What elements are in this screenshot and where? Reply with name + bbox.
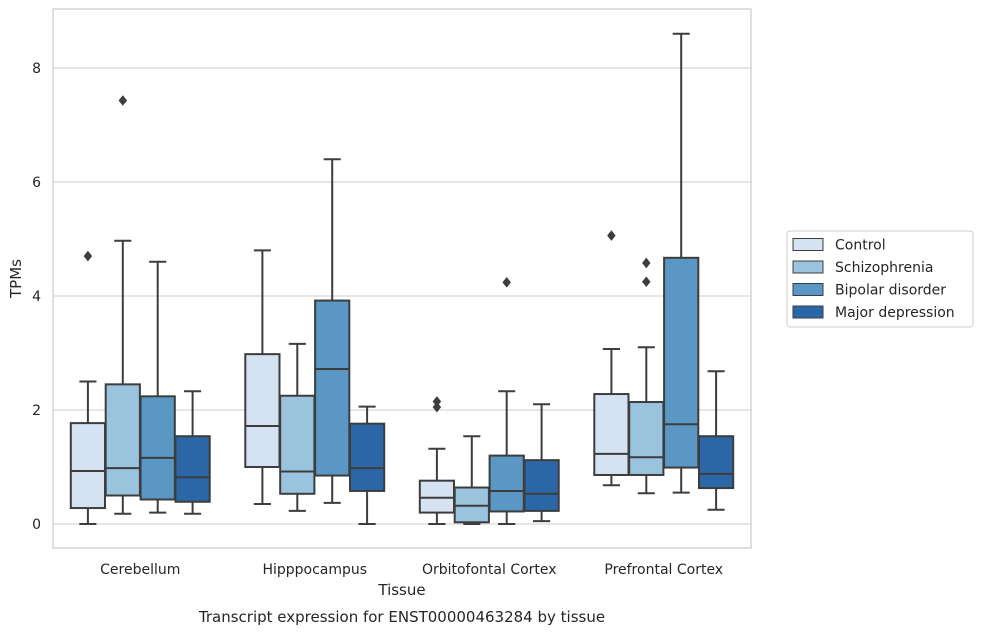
y-tick-label: 0 — [32, 517, 41, 533]
box-body — [663, 256, 700, 469]
box-body — [314, 299, 351, 477]
box-2-2 — [488, 277, 525, 525]
y-tick-label: 4 — [32, 289, 41, 305]
box-body — [348, 422, 386, 492]
box-3-3 — [697, 370, 735, 511]
box-3-1 — [628, 257, 665, 495]
legend-swatch — [792, 260, 824, 274]
outlier-point — [607, 230, 616, 241]
y-tick-label: 6 — [32, 175, 41, 191]
box-body — [628, 401, 665, 476]
outlier-point — [502, 277, 511, 288]
x-axis-ticks: Cerebellum Hipppocampus Orbitofontal Corte… — [100, 562, 723, 578]
legend: Control Schizophrenia Bipolar disorder Majo… — [786, 230, 974, 328]
legend-swatch — [792, 305, 824, 319]
outlier-point — [432, 396, 442, 407]
outlier-point — [642, 276, 651, 288]
plot-frame — [52, 8, 752, 549]
legend-label: Bipolar disorder — [835, 283, 946, 299]
box-body — [697, 435, 735, 490]
outlier-point — [432, 401, 442, 413]
legend-label: Major depression — [835, 305, 955, 321]
outlier-point — [118, 95, 128, 106]
legend-label: Schizophrenia — [835, 260, 933, 276]
x-tick-label: Hipppocampus — [262, 562, 367, 578]
box-body — [488, 454, 525, 513]
box-body — [523, 459, 560, 512]
x-axis-label: Tissue — [377, 581, 425, 599]
legend-label: Control — [835, 238, 886, 254]
box-0-1 — [104, 95, 141, 515]
box-2-0 — [418, 396, 456, 525]
y-axis-ticks: 0 2 4 6 8 — [32, 61, 41, 533]
legend-frame — [786, 230, 974, 328]
outlier-point — [83, 250, 93, 262]
box-1-2 — [314, 158, 351, 504]
box-3-2 — [663, 32, 700, 494]
box-series — [69, 32, 735, 525]
chart-caption: Transcript expression for ENST0000046328… — [198, 608, 605, 626]
x-tick-label: Orbitofontal Cortex — [422, 562, 557, 578]
y-axis-label: TPMs — [7, 259, 25, 299]
box-body — [69, 422, 107, 510]
x-tick-label: Prefrontal Cortex — [604, 562, 723, 578]
box-1-1 — [279, 342, 316, 512]
box-0-0 — [69, 250, 107, 525]
box-1-0 — [244, 249, 281, 506]
y-tick-label: 8 — [32, 61, 41, 77]
box-body — [279, 394, 316, 495]
box-0-2 — [139, 260, 176, 514]
box-3-0 — [593, 230, 630, 487]
legend-swatch — [792, 238, 824, 251]
box-body — [174, 435, 211, 503]
box-body — [139, 395, 176, 501]
box-1-3 — [348, 405, 386, 525]
box-0-3 — [174, 390, 211, 515]
outlier-point — [642, 257, 651, 269]
box-body — [104, 383, 141, 497]
legend-swatch — [792, 283, 824, 296]
box-body — [418, 479, 456, 514]
box-body — [593, 393, 630, 476]
x-tick-label: Cerebellum — [100, 562, 180, 578]
y-tick-label: 2 — [32, 403, 41, 419]
box-2-3 — [523, 403, 560, 523]
box-body — [244, 353, 281, 469]
box-2-1 — [453, 435, 490, 525]
